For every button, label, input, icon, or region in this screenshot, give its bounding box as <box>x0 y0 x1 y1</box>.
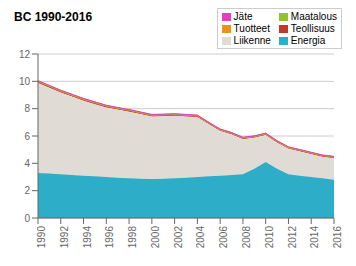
svg-text:1990: 1990 <box>36 226 47 249</box>
svg-text:2: 2 <box>24 185 30 196</box>
svg-text:2012: 2012 <box>287 226 298 249</box>
svg-text:2000: 2000 <box>150 226 161 249</box>
svg-text:1996: 1996 <box>104 226 115 249</box>
svg-text:12: 12 <box>19 49 31 60</box>
svg-text:2008: 2008 <box>241 226 252 249</box>
svg-text:1994: 1994 <box>82 226 93 249</box>
svg-text:6: 6 <box>24 131 30 142</box>
html-text:BC 1990-2016: BC 1990-2016 <box>14 10 93 24</box>
html-text:Maatalous: Maatalous <box>290 11 337 22</box>
svg-text:2004: 2004 <box>195 226 206 249</box>
svg-text:8: 8 <box>24 103 30 114</box>
svg-text:2016: 2016 <box>332 226 343 249</box>
html-text:Tuotteet: Tuotteet <box>233 23 270 34</box>
svg-text:2014: 2014 <box>309 226 320 249</box>
svg-text:10: 10 <box>19 76 31 87</box>
html-text:Jäte: Jäte <box>233 11 253 22</box>
svg-text:0: 0 <box>24 213 30 224</box>
html-text:Teollisuus: Teollisuus <box>290 23 335 34</box>
svg-text:4: 4 <box>24 158 30 169</box>
svg-text:1998: 1998 <box>127 226 138 249</box>
svg-text:2006: 2006 <box>218 226 229 249</box>
svg-text:2002: 2002 <box>173 226 184 249</box>
html-text:Liikenne: Liikenne <box>233 35 271 46</box>
html-text:Energia: Energia <box>290 35 326 46</box>
svg-text:1992: 1992 <box>59 226 70 249</box>
svg-text:2010: 2010 <box>264 226 275 249</box>
